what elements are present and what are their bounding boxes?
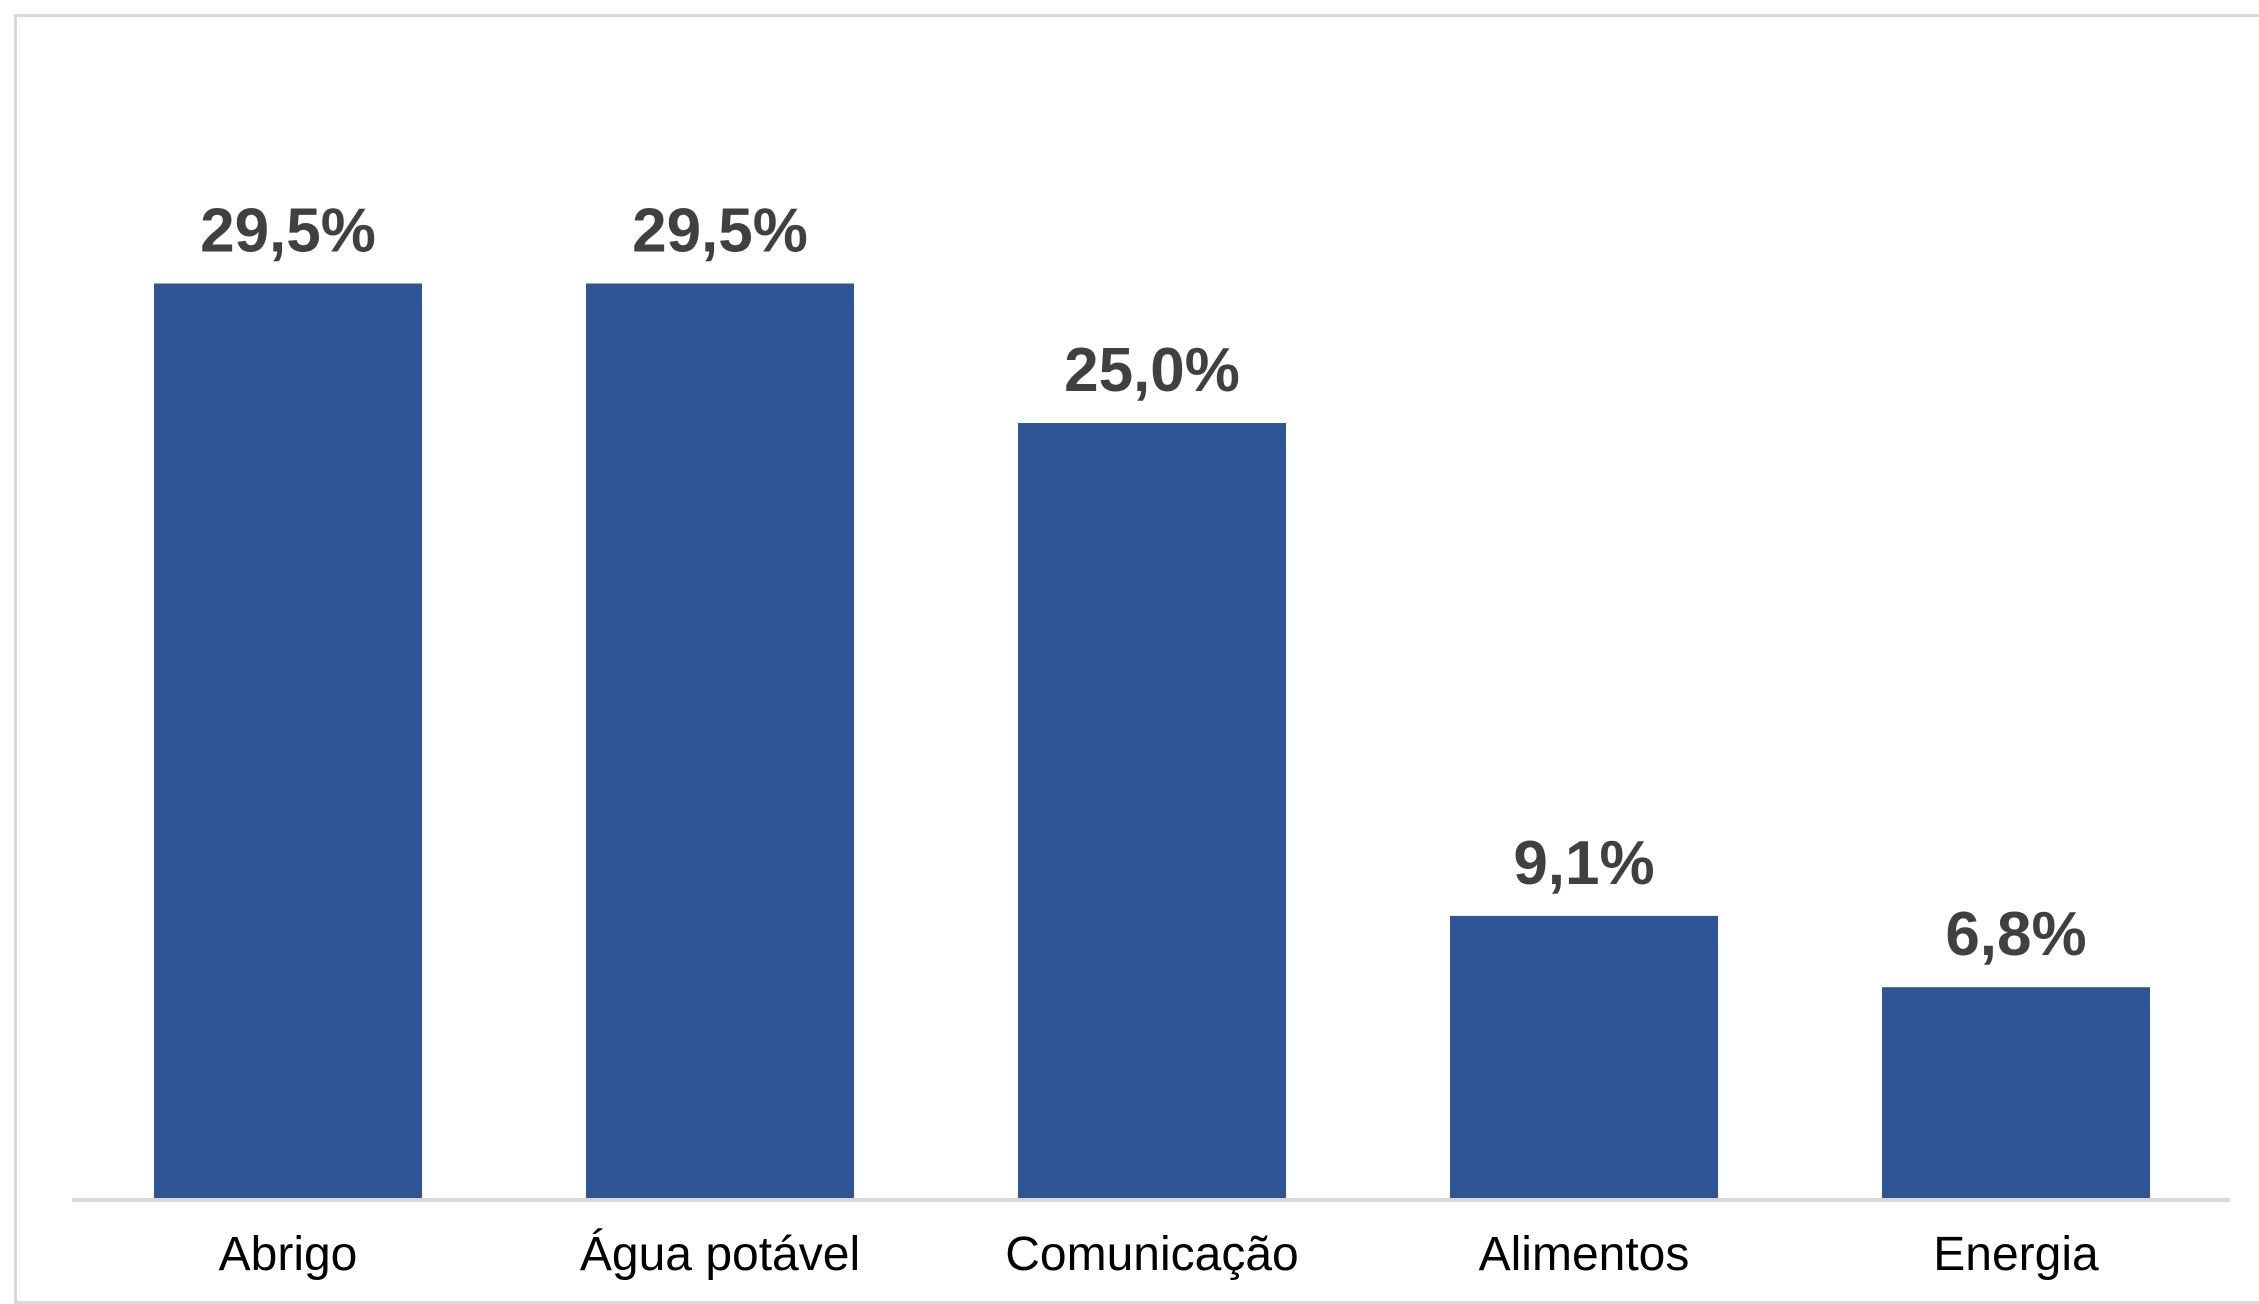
bar-2 — [1018, 423, 1286, 1198]
category-label-2: Comunicação — [1005, 1228, 1298, 1280]
category-labels-group: Abrigo Água potável Comunicação Alimentos En… — [219, 1228, 2099, 1280]
bar-3 — [1450, 915, 1718, 1198]
bar-0 — [154, 283, 422, 1198]
value-label-4: 6,8% — [1945, 900, 2086, 969]
category-label-4: Energia — [1933, 1228, 2099, 1280]
bar-1 — [586, 283, 854, 1198]
bars-group — [154, 283, 2150, 1198]
value-label-0: 29,5% — [200, 197, 376, 266]
bar-4 — [1882, 987, 2150, 1198]
category-label-3: Alimentos — [1479, 1228, 1690, 1280]
category-label-1: Água potável — [580, 1228, 860, 1280]
value-label-2: 25,0% — [1064, 336, 1240, 405]
value-label-1: 29,5% — [632, 197, 808, 266]
value-label-3: 9,1% — [1513, 829, 1654, 898]
value-labels-group: 29,5% 29,5% 25,0% 9,1% 6,8% — [200, 197, 2087, 970]
category-label-0: Abrigo — [219, 1228, 358, 1280]
